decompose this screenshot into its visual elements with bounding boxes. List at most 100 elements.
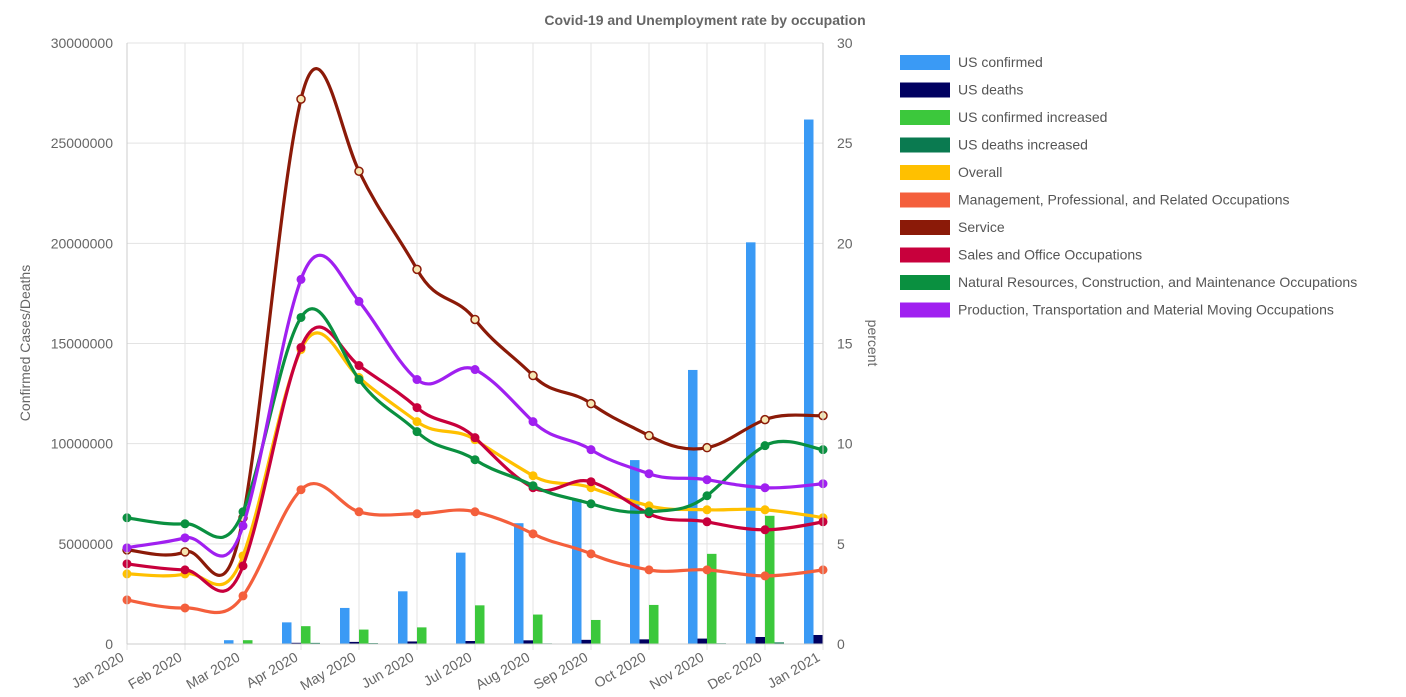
bar-us-confirmed [746,242,756,644]
legend-swatch-production-transportation-and-material-moving-occupations[interactable] [900,302,950,318]
x-tick-label: Dec 2020 [705,649,765,693]
point-natural-resources-construction-and-maintenance-occupations [528,481,538,491]
legend-label-service[interactable]: Service [958,219,1005,235]
point-sales-and-office-occupations [180,565,190,575]
bar-us-confirmed [282,622,292,644]
point-natural-resources-construction-and-maintenance-occupations [296,312,306,322]
legend-label-us-confirmed[interactable]: US confirmed [958,54,1043,70]
point-production-transportation-and-material-moving-occupations [412,375,422,385]
x-tick-label: Feb 2020 [125,649,184,693]
point-natural-resources-construction-and-maintenance-occupations [180,519,190,529]
bar-us-confirmed-increased [417,627,427,644]
legend-label-overall[interactable]: Overall [958,164,1002,180]
x-tick-label: May 2020 [297,649,358,694]
point-service [470,314,480,325]
bar-us-deaths [639,639,649,644]
y-right-tick-label: 30 [837,35,853,51]
point-production-transportation-and-material-moving-occupations [296,274,306,284]
y-right-tick-label: 25 [837,135,853,151]
point-production-transportation-and-material-moving-occupations [238,521,248,531]
point-natural-resources-construction-and-maintenance-occupations [702,491,712,501]
legend-label-production-transportation-and-material-moving-occupations[interactable]: Production, Transportation and Material … [958,302,1334,318]
point-sales-and-office-occupations [238,561,248,571]
point-production-transportation-and-material-moving-occupations [354,296,364,306]
point-management-professional-and-related-occupations [586,549,596,559]
point-production-transportation-and-material-moving-occupations [586,445,596,455]
grid [126,42,824,650]
bar-us-deaths [349,641,359,644]
point-natural-resources-construction-and-maintenance-occupations [354,375,364,385]
bar-us-confirmed [630,460,640,644]
bar-us-confirmed [804,119,814,644]
legend-label-us-deaths-increased[interactable]: US deaths increased [958,137,1088,153]
legend-swatch-us-confirmed-increased[interactable] [900,110,950,125]
x-tick-label: Oct 2020 [591,649,648,691]
point-service [644,430,654,441]
point-natural-resources-construction-and-maintenance-occupations [760,441,770,451]
bar-us-confirmed [688,369,698,644]
x-tick-label: Nov 2020 [647,649,707,693]
y-right-tick-label: 5 [837,536,845,552]
y-right-tick-label: 10 [837,436,853,452]
bar-us-confirmed-increased [591,619,601,644]
point-service [528,370,538,381]
bar-us-confirmed-increased [533,614,543,644]
point-sales-and-office-occupations [470,433,480,443]
legend-swatch-sales-and-office-occupations[interactable] [900,247,950,263]
point-natural-resources-construction-and-maintenance-occupations [644,507,654,517]
point-overall [702,505,712,515]
bar-us-deaths [813,634,823,644]
point-management-professional-and-related-occupations [528,529,538,539]
legend-label-management-professional-and-related-occupations[interactable]: Management, Professional, and Related Oc… [958,192,1290,208]
point-management-professional-and-related-occupations [644,565,654,575]
point-management-professional-and-related-occupations [296,485,306,495]
point-service [760,414,770,425]
legend-label-natural-resources-construction-and-maintenance-occupations[interactable]: Natural Resources, Construction, and Mai… [958,274,1357,290]
point-management-professional-and-related-occupations [180,603,190,613]
x-tick-label: Sep 2020 [531,649,591,693]
bar-us-confirmed-increased [243,640,253,644]
y-axis-right-title: percent [865,320,881,367]
legend-swatch-us-confirmed[interactable] [900,55,950,70]
lines [122,67,828,615]
legend: US confirmed US deaths US confirmed increa… [900,54,1357,318]
point-management-professional-and-related-occupations [470,507,480,517]
y-left-tick-label: 20000000 [51,235,114,251]
bar-us-confirmed-increased [707,553,717,644]
legend-swatch-us-deaths[interactable] [900,82,950,98]
point-service [296,94,306,104]
legend-swatch-overall[interactable] [900,165,950,180]
point-natural-resources-construction-and-maintenance-occupations [470,455,480,465]
bar-us-confirmed-increased [301,626,311,644]
legend-swatch-natural-resources-construction-and-maintenance-occupations[interactable] [900,275,950,290]
legend-swatch-service[interactable] [900,220,950,235]
bar-us-deaths [755,636,765,644]
x-tick-label: Jan 2021 [765,649,823,692]
y-left-tick-label: 10000000 [51,436,114,452]
bar-us-confirmed [398,591,408,644]
point-sales-and-office-occupations [412,403,422,413]
legend-label-sales-and-office-occupations[interactable]: Sales and Office Occupations [958,247,1142,263]
point-production-transportation-and-material-moving-occupations [470,365,480,375]
legend-label-us-confirmed-increased[interactable]: US confirmed increased [958,109,1107,125]
bar-us-confirmed [456,552,466,644]
bar-us-confirmed-increased [765,515,775,644]
point-sales-and-office-occupations [354,361,364,371]
bar-us-deaths [697,638,707,644]
bar-us-confirmed-increased [649,604,659,644]
legend-swatch-us-deaths-increased[interactable] [900,137,950,153]
legend-swatch-management-professional-and-related-occupations[interactable] [900,192,950,208]
y-left-tick-label: 25000000 [51,135,114,151]
point-overall [528,471,538,481]
legend-label-us-deaths[interactable]: US deaths [958,82,1023,98]
y-left-tick-label: 30000000 [51,35,114,51]
bar-us-confirmed [340,607,350,644]
bar-us-deaths [581,639,591,644]
point-management-professional-and-related-occupations [760,571,770,581]
bar-us-confirmed-increased [475,605,485,644]
bar-us-deaths-increased [774,642,784,644]
bar-us-confirmed-increased [359,629,369,644]
chart-title: Covid-19 and Unemployment rate by occupa… [544,12,865,28]
x-tick-label: Apr 2020 [243,649,300,691]
